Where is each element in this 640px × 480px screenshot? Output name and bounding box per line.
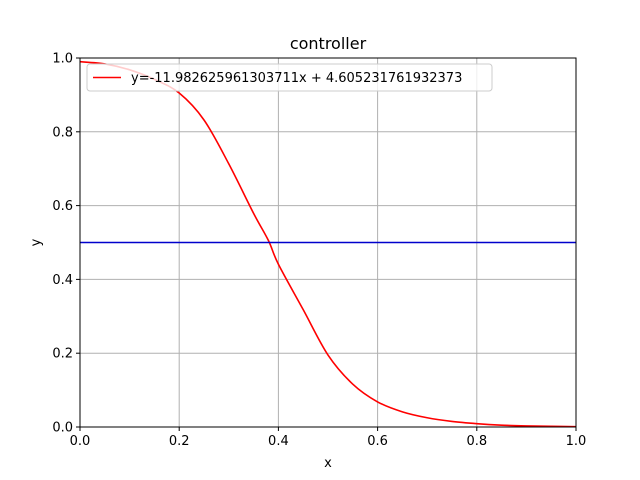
y-tick-label: 0.2 — [52, 347, 73, 362]
legend-box — [86, 63, 493, 92]
x-axis-label: x — [324, 456, 332, 471]
x-tick-label: 0.4 — [268, 434, 289, 449]
y-tick-label: 0.4 — [52, 273, 73, 288]
y-tick-label: 0.8 — [52, 125, 73, 140]
tick-layer: 0.0 0.2 0.4 0.6 0.8 1.0 0.0 0.2 0.4 0.6 0.8 1.0 — [52, 52, 586, 450]
x-tick-label: 1.0 — [566, 434, 587, 449]
chart-title: controller — [290, 34, 367, 53]
x-tick-label: 0.2 — [169, 434, 190, 449]
plot-frame — [79, 57, 577, 428]
x-tick-label: 0.6 — [367, 434, 388, 449]
legend-entry-label: y=-11.982625961303711x + 4.6052317619323… — [131, 71, 462, 86]
legend: y=-11.982625961303711x + 4.6052317619323… — [86, 63, 493, 92]
y-tick-label: 0.0 — [52, 421, 73, 436]
y-tick-label: 1.0 — [52, 52, 73, 67]
x-tick-label: 0.0 — [70, 434, 91, 449]
y-axis-label: y — [29, 238, 44, 246]
x-tick-label: 0.8 — [466, 434, 487, 449]
y-tick-label: 0.6 — [52, 199, 73, 214]
